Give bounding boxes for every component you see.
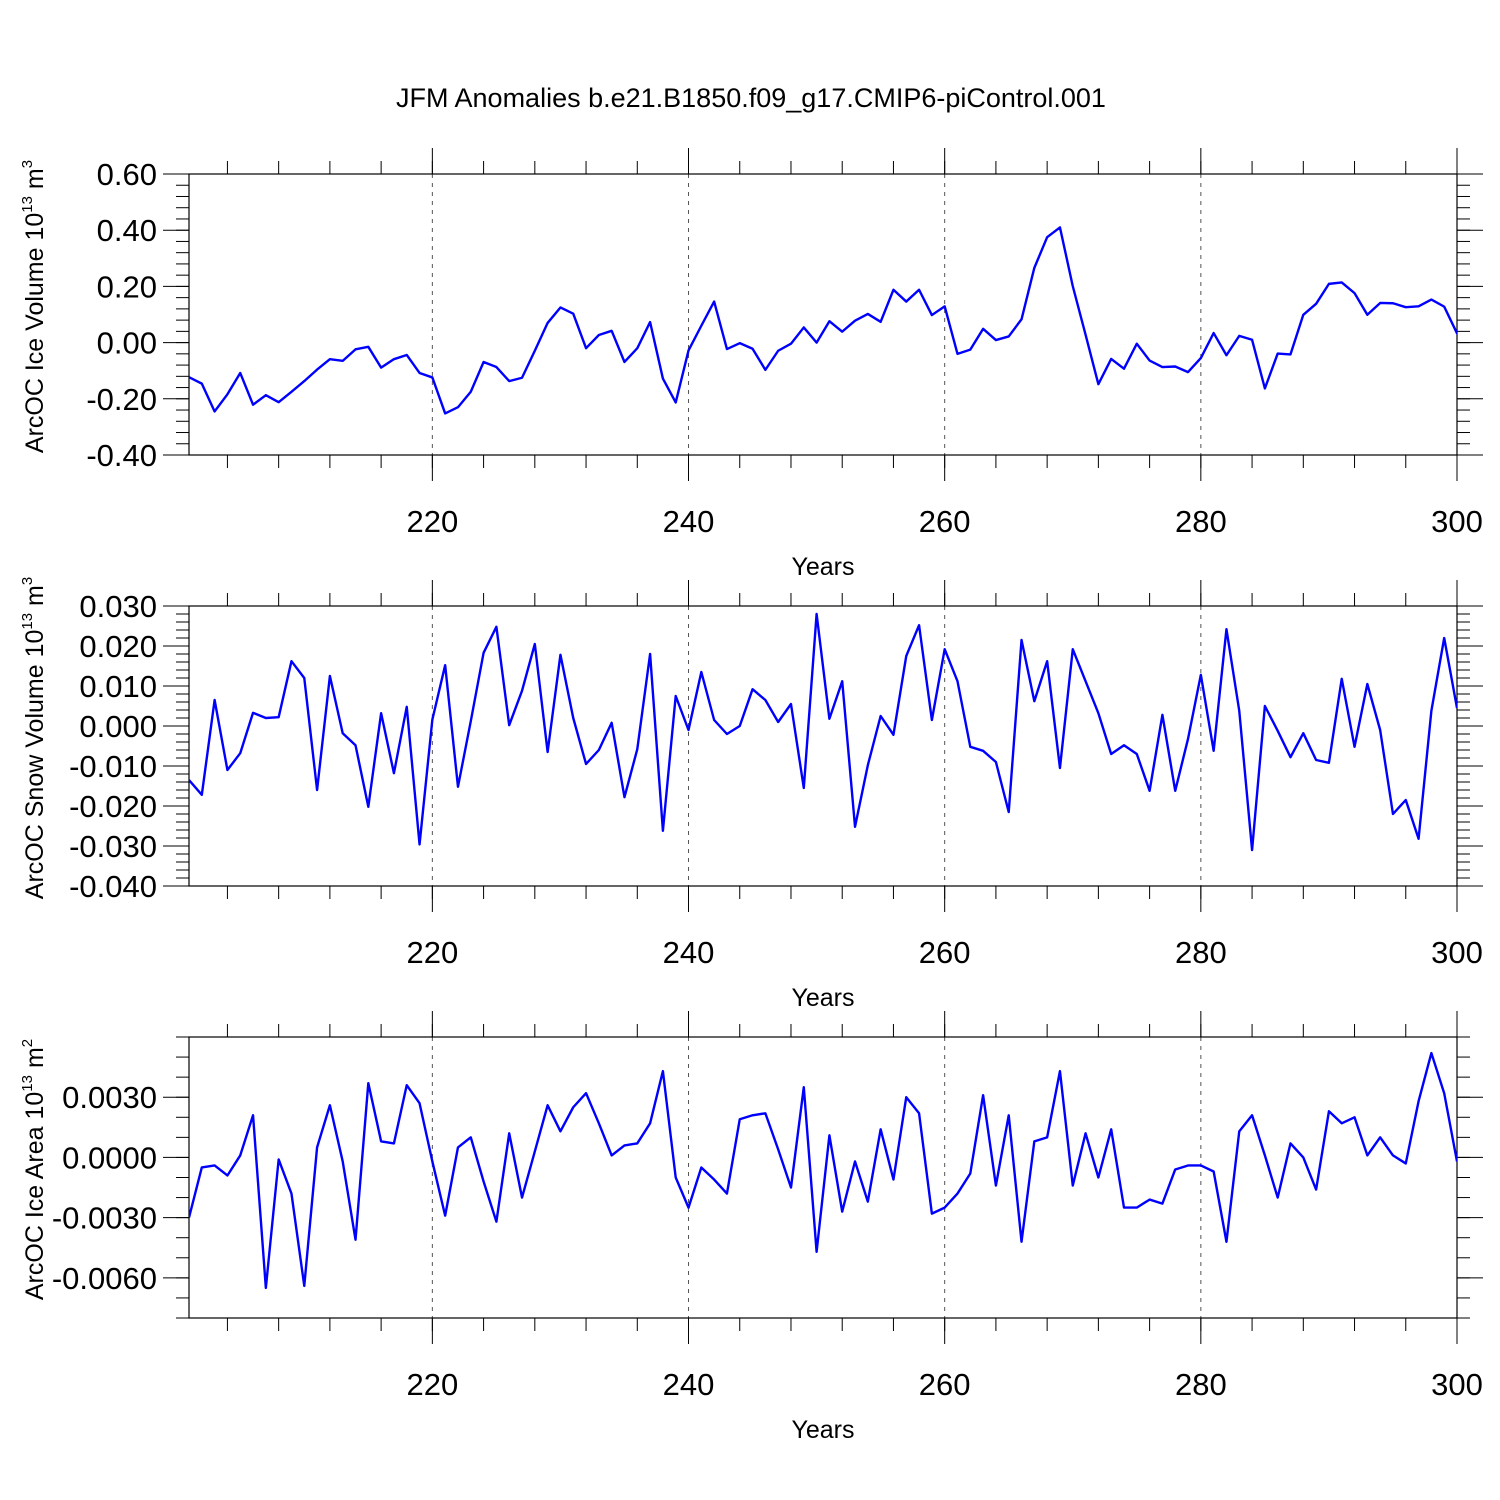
y-axis-title-text: ArcOC Ice Area 10 <box>21 1092 49 1300</box>
x-tick-label: 220 <box>406 935 458 970</box>
y-tick-label: -0.20 <box>86 382 157 417</box>
y-axis-title-text: ArcOC Snow Volume 10 <box>21 630 49 900</box>
y-tick-label: 0.020 <box>79 629 157 664</box>
y-tick-label: -0.030 <box>69 829 157 864</box>
x-axis-title: Years <box>791 984 854 1012</box>
panel-3: -0.0060 -0.0030 0.0000 0.0030 220 240 260 280 30… <box>19 1011 1483 1444</box>
x-tick-label: 260 <box>919 935 971 970</box>
series-line <box>189 1051 1457 1290</box>
series-line <box>189 226 1457 415</box>
y-tick-label: -0.40 <box>86 438 157 473</box>
x-tick-label: 240 <box>663 1367 715 1402</box>
plot-frame <box>188 1036 1458 1319</box>
y-axis-title: ArcOC Ice Area 1013 m2 <box>19 1039 49 1300</box>
panel-2: -0.040 -0.030 -0.020 -0.010 0.000 0.010 0.020 0… <box>19 577 1483 1012</box>
y-tick-label: -0.010 <box>69 749 157 784</box>
y-axis-title-unit-exponent: 2 <box>19 1039 36 1047</box>
y-tick-label: -0.040 <box>69 869 157 904</box>
y-axis-title: ArcOC Ice Volume 1013 m3 <box>19 160 49 453</box>
series-line <box>189 612 1457 852</box>
y-tick-label: -0.020 <box>69 789 157 824</box>
x-tick-label: 300 <box>1431 504 1483 539</box>
y-axis-title-exponent: 13 <box>19 1075 36 1092</box>
y-tick-label: -0.0030 <box>52 1201 157 1236</box>
x-tick-label: 300 <box>1431 1367 1483 1402</box>
y-tick-label: -0.0060 <box>52 1261 157 1296</box>
y-tick-label: 0.0030 <box>62 1080 157 1115</box>
y-axis-title-unit: m <box>21 585 49 613</box>
plot-frame <box>188 173 1458 456</box>
x-axis-title: Years <box>791 553 854 581</box>
y-tick-label: 0.20 <box>97 269 157 304</box>
x-tick-label: 220 <box>406 1367 458 1402</box>
y-axis-title-exponent: 13 <box>19 196 36 213</box>
x-tick-label: 300 <box>1431 935 1483 970</box>
x-tick-label: 280 <box>1175 935 1227 970</box>
plot-frame <box>188 605 1458 887</box>
x-tick-label: 220 <box>406 504 458 539</box>
y-axis-title-exponent: 13 <box>19 613 36 630</box>
y-tick-label: 0.010 <box>79 669 157 704</box>
x-tick-label: 260 <box>919 1367 971 1402</box>
y-axis-title-unit: m <box>21 168 49 196</box>
y-tick-label: 0.000 <box>79 709 157 744</box>
y-tick-label: 0.60 <box>97 157 157 192</box>
x-tick-label: 260 <box>919 504 971 539</box>
y-axis-title-unit: m <box>21 1047 49 1075</box>
y-axis-title: ArcOC Snow Volume 1013 m3 <box>19 577 49 899</box>
y-tick-label: 0.0000 <box>62 1140 157 1175</box>
panel-1: -0.40 -0.20 0.00 0.20 0.40 0.60 220 240 260 280 30… <box>19 148 1483 581</box>
chart-title: JFM Anomalies b.e21.B1850.f09_g17.CMIP6-… <box>396 83 1106 113</box>
x-tick-label: 280 <box>1175 1367 1227 1402</box>
y-tick-label: 0.00 <box>97 326 157 361</box>
y-axis-title-unit-exponent: 3 <box>19 577 36 585</box>
y-tick-label: 0.030 <box>79 589 157 624</box>
x-tick-label: 240 <box>663 935 715 970</box>
y-tick-label: 0.40 <box>97 213 157 248</box>
x-tick-label: 280 <box>1175 504 1227 539</box>
x-tick-label: 240 <box>663 504 715 539</box>
x-axis-title: Years <box>791 1416 854 1444</box>
y-axis-title-unit-exponent: 3 <box>19 160 36 168</box>
y-axis-title-text: ArcOC Ice Volume 10 <box>21 213 49 453</box>
